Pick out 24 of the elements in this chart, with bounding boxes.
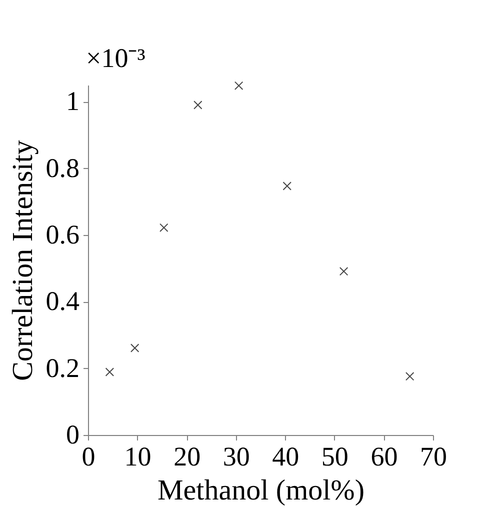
- x-tick-label: 70: [420, 442, 447, 472]
- x-tick-label: 10: [124, 442, 152, 472]
- x-tick-label: 40: [272, 442, 300, 472]
- point: [282, 182, 292, 190]
- x-tick-label: 20: [174, 442, 201, 472]
- y-tick-label: 0.4: [46, 286, 80, 316]
- point: [405, 372, 414, 381]
- point: [105, 368, 114, 376]
- point: [234, 81, 244, 90]
- y-axis-title: Correlation Intensity: [6, 140, 39, 381]
- y-tick-label: 0: [66, 420, 80, 450]
- text: ×10⁻³: [86, 43, 146, 73]
- point: [194, 100, 202, 110]
- point: [160, 223, 168, 232]
- x-tick-label: 60: [370, 442, 398, 472]
- x-tick-label: 50: [321, 442, 348, 472]
- x-tick-label: 30: [222, 442, 250, 472]
- point: [339, 266, 348, 276]
- y-tick-label: 1: [66, 86, 80, 116]
- point: [130, 344, 140, 352]
- x-axis-title: Methanol (mol%): [158, 474, 364, 506]
- y-tick-label: 0.8: [46, 152, 80, 183]
- y-tick-label: 0.6: [46, 220, 80, 250]
- y-tick-label: 0.2: [46, 352, 80, 383]
